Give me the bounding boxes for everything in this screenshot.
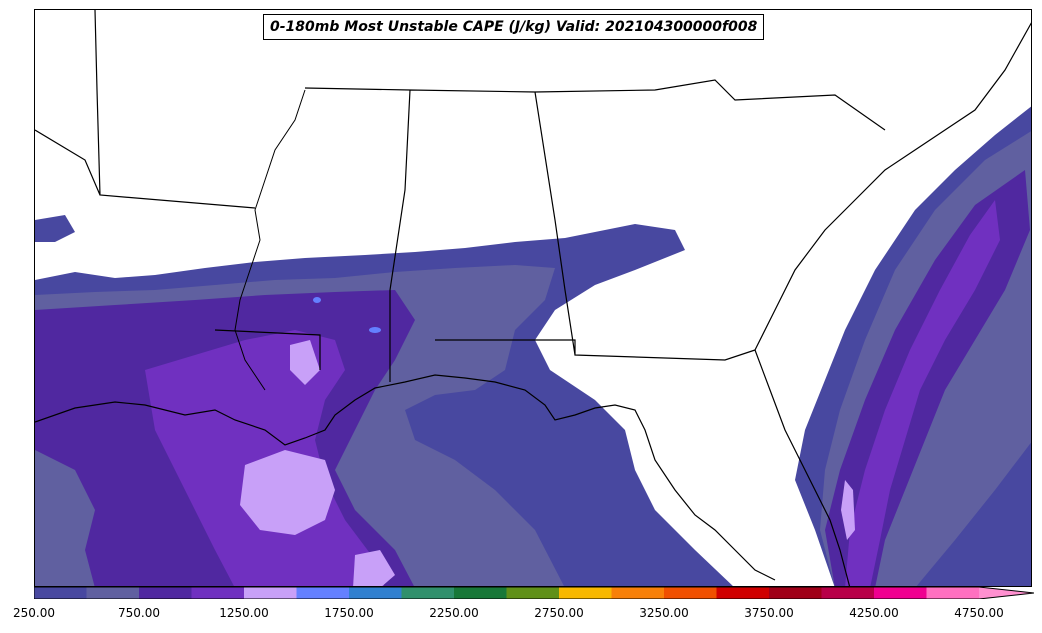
colorbar-outline xyxy=(34,587,1034,599)
colorbar-segment xyxy=(611,587,665,599)
colorbar-segment xyxy=(244,587,297,599)
cape-band-1500-spot xyxy=(369,327,381,333)
gulf-coastline xyxy=(35,374,776,581)
colorbar-tick-label: 4750.00 xyxy=(954,606,1004,620)
colorbar-tick-label: 1250.00 xyxy=(219,606,269,620)
colorbar-segment xyxy=(401,587,455,599)
cape-band-1250-c xyxy=(353,550,395,586)
colorbar xyxy=(34,587,1034,599)
colorbar-tick-label: 750.00 xyxy=(118,606,160,620)
colorbar-segment xyxy=(821,587,875,599)
colorbar-segment xyxy=(296,587,350,599)
colorbar-tick-label: 3750.00 xyxy=(744,606,794,620)
atlantic-coast xyxy=(754,22,1031,351)
cape-band-1250-d xyxy=(841,480,855,540)
colorbar-tick-label: 4250.00 xyxy=(849,606,899,620)
colorbar-segment xyxy=(191,587,245,599)
mississippi-river xyxy=(234,89,306,391)
colorbar-tick-label: 2250.00 xyxy=(429,606,479,620)
colorbar-tick-label: 2750.00 xyxy=(534,606,584,620)
colorbar-tick-label: 1750.00 xyxy=(324,606,374,620)
map-panel xyxy=(34,9,1032,587)
florida-coast xyxy=(754,349,851,586)
colorbar-tick-label: 3250.00 xyxy=(639,606,689,620)
cape-band-250-left xyxy=(35,215,75,242)
colorbar-segment xyxy=(716,587,770,599)
colorbar-segment xyxy=(926,587,980,599)
colorbar-segment xyxy=(874,587,927,599)
colorbar-segment xyxy=(139,587,192,599)
cape-band-1500-spot-2 xyxy=(313,297,321,303)
colorbar-segment xyxy=(454,587,507,599)
cape-map xyxy=(35,10,1031,586)
colorbar-segment xyxy=(34,587,87,599)
colorbar-segment xyxy=(86,587,140,599)
colorbar-segment xyxy=(769,587,822,599)
cape-band-1000-atlantic xyxy=(845,200,1000,586)
colorbar-segment xyxy=(506,587,560,599)
cape-band-1250-b xyxy=(290,340,320,385)
colorbar-tick-label: 250.00 xyxy=(13,606,55,620)
colorbar-segment xyxy=(559,587,612,599)
map-title: 0-180mb Most Unstable CAPE (J/kg) Valid:… xyxy=(263,14,765,40)
state-borders xyxy=(35,10,886,382)
cape-band-1250 xyxy=(240,450,335,535)
colorbar-segment xyxy=(664,587,717,599)
colorbar-segment xyxy=(349,587,402,599)
colorbar-extend-arrow xyxy=(979,587,1034,599)
